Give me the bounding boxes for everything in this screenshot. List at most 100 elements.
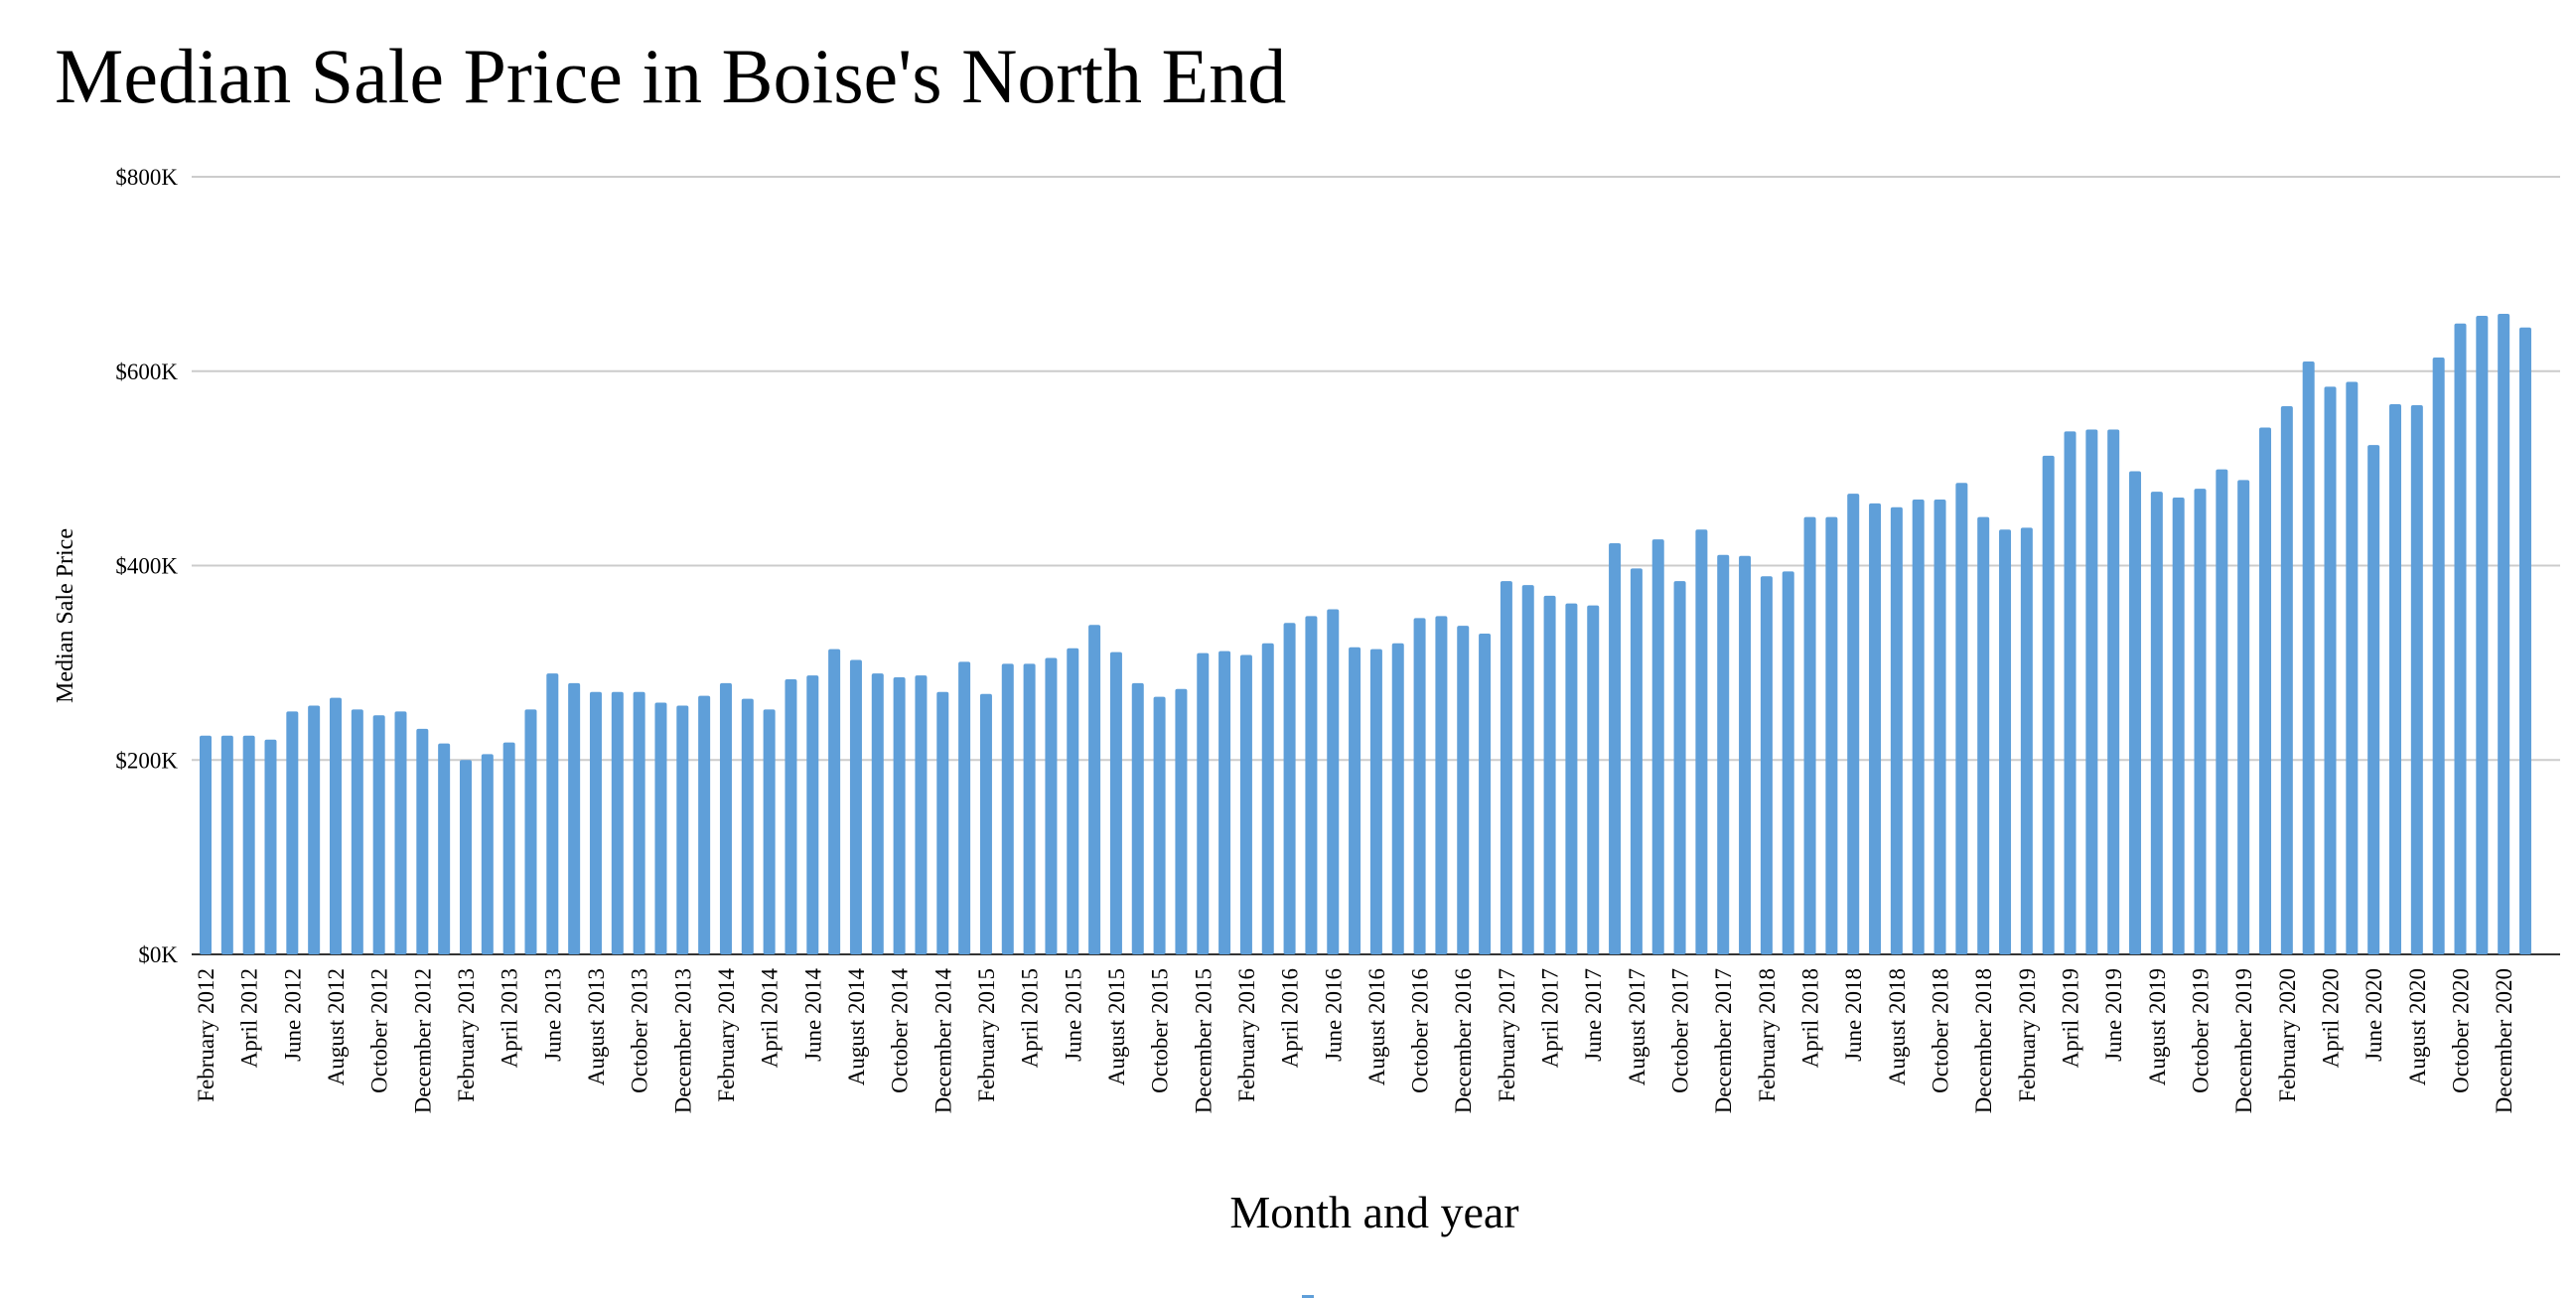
- bar: [1327, 609, 1340, 954]
- x-tick-label: December 2012: [410, 968, 435, 1113]
- bar: [785, 679, 797, 954]
- chart-title: Median Sale Price in Boise's North End: [55, 33, 1287, 119]
- x-tick-label: December 2018: [1971, 968, 1996, 1113]
- bar: [2237, 480, 2250, 954]
- x-tick-label: June 2018: [1841, 968, 1866, 1062]
- x-tick-label: October 2017: [1668, 968, 1693, 1093]
- bar: [481, 754, 494, 954]
- bar: [936, 691, 949, 954]
- bar: [1673, 581, 1686, 954]
- bar: [1391, 643, 1404, 954]
- x-tick-label: June 2020: [2361, 968, 2386, 1062]
- bar: [1239, 654, 1252, 954]
- y-axis-ticks: $0K $200K $400K $600K $800K: [115, 165, 178, 967]
- x-tick-label: October 2019: [2189, 968, 2214, 1093]
- x-tick-label: October 2020: [2449, 968, 2474, 1093]
- bar: [329, 697, 342, 954]
- x-tick-label: October 2018: [1929, 968, 1953, 1093]
- x-tick-label: April 2015: [1018, 968, 1043, 1068]
- bar: [1782, 571, 1794, 954]
- bar: [1890, 506, 1903, 954]
- x-tick-label: August 2014: [844, 968, 869, 1086]
- bar: [1218, 650, 1231, 954]
- bar: [1955, 483, 1968, 954]
- bar: [1630, 568, 1643, 954]
- bar: [394, 711, 407, 954]
- bar: [1977, 516, 1990, 954]
- bar: [2519, 327, 2531, 954]
- x-tick-label: December 2017: [1711, 968, 1736, 1113]
- bar: [1109, 651, 1122, 954]
- x-tick-label: February 2012: [194, 968, 218, 1102]
- bar: [264, 739, 277, 954]
- x-tick-label: August 2018: [1885, 968, 1910, 1085]
- bar: [1001, 663, 1014, 954]
- bar: [2302, 361, 2315, 954]
- bar: [979, 693, 992, 954]
- x-tick-label: December 2014: [930, 968, 955, 1114]
- x-tick-label: December 2016: [1451, 968, 1476, 1113]
- bar: [568, 682, 581, 954]
- bar: [1869, 503, 1882, 954]
- bar: [1023, 663, 1036, 954]
- y-tick-label: $800K: [115, 165, 178, 190]
- bar: [2150, 492, 2163, 954]
- x-tick-label: June 2016: [1321, 968, 1346, 1062]
- bar: [763, 709, 776, 954]
- bar: [719, 682, 732, 954]
- bar: [2064, 431, 2076, 954]
- bar: [1067, 648, 1079, 954]
- x-tick-label: April 2016: [1278, 968, 1303, 1068]
- bar: [1825, 516, 1838, 954]
- x-tick-label: February 2013: [454, 968, 479, 1102]
- bar: [589, 691, 602, 954]
- x-tick-label: October 2012: [367, 968, 392, 1093]
- x-tick-label: February 2014: [714, 968, 739, 1102]
- x-tick-label: August 2017: [1625, 968, 1649, 1085]
- x-tick-label: June 2017: [1581, 968, 1606, 1062]
- bar: [2324, 386, 2337, 954]
- bar: [958, 661, 971, 954]
- bar: [1349, 647, 1361, 954]
- bar: [1803, 516, 1816, 954]
- y-tick-label: $200K: [115, 748, 178, 773]
- x-tick-label: October 2013: [628, 968, 652, 1093]
- x-tick-label: February 2018: [1755, 968, 1780, 1102]
- y-tick-label: $600K: [115, 360, 178, 384]
- x-tick-label: April 2012: [237, 968, 262, 1068]
- x-tick-label: October 2014: [888, 968, 913, 1093]
- bar: [2194, 489, 2207, 954]
- bar: [1045, 657, 1058, 954]
- bar: [676, 705, 689, 954]
- x-tick-label: December 2015: [1191, 968, 1216, 1113]
- bar: [308, 705, 321, 954]
- bars: [200, 314, 2531, 955]
- bar: [2389, 404, 2402, 955]
- bar: [1479, 634, 1492, 954]
- bar: [1999, 529, 2012, 954]
- x-tick-label: August 2020: [2405, 968, 2430, 1085]
- bar: [741, 698, 754, 954]
- bar: [633, 691, 645, 954]
- x-tick-label: October 2016: [1408, 968, 1433, 1093]
- bar: [1739, 555, 1752, 954]
- bar: [2129, 471, 2142, 954]
- bar: [2085, 429, 2098, 955]
- bar: [502, 742, 515, 954]
- y-tick-label: $400K: [115, 554, 178, 579]
- bar: [698, 695, 711, 954]
- bar: [2410, 405, 2423, 955]
- bar: [1413, 618, 1426, 954]
- bar: [1760, 576, 1773, 954]
- bar: [200, 735, 212, 954]
- bar: [2042, 455, 2055, 954]
- bar: [459, 760, 472, 954]
- x-tick-label: February 2020: [2275, 968, 2300, 1102]
- bar: [1609, 542, 1622, 954]
- bar: [1261, 643, 1274, 954]
- bar: [546, 673, 559, 954]
- bar: [2259, 427, 2272, 955]
- bar: [1283, 623, 1296, 954]
- bar: [1717, 554, 1730, 954]
